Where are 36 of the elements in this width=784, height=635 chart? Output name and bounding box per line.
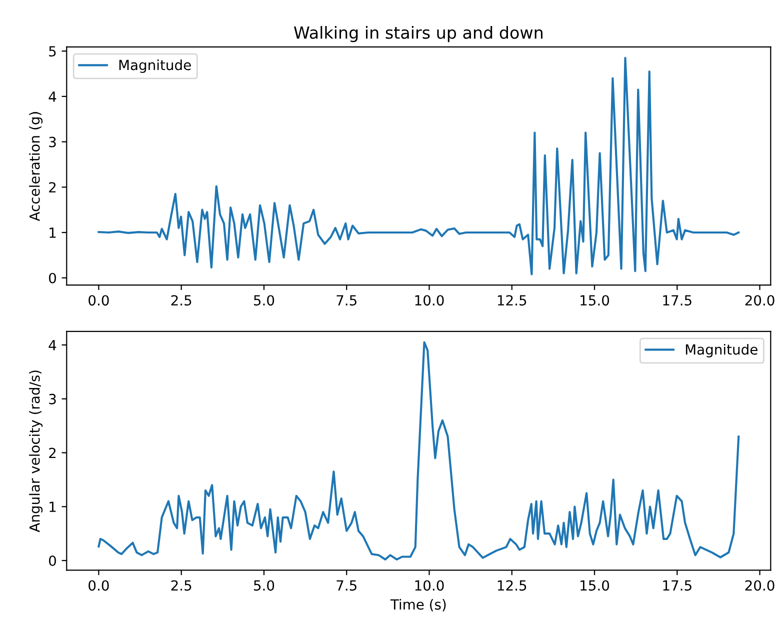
y-tick-label: 4 [48,340,56,350]
x-tick-label: 17.5 [663,295,692,306]
y-axis-title: Angular velocity (rad/s) [29,370,43,532]
y-axis-title: Acceleration (g) [29,112,43,222]
legend-label: Magnitude [119,59,191,73]
y-tick-label: 4 [48,92,56,102]
x-tick-label: 0.0 [88,295,109,306]
y-tick-label: 2 [49,182,56,192]
x-tick-label: 5.0 [254,580,274,591]
legend-label: Magnitude [686,344,758,358]
x-tick-label: 10.0 [415,295,444,306]
y-tick-label: 2 [49,448,56,458]
x-tick-label: 2.5 [171,295,192,306]
x-tick-label: 7.5 [336,580,356,591]
x-tick-label: 10.0 [415,580,444,591]
x-tick-label: 12.5 [498,580,526,591]
x-tick-label: 7.5 [336,295,356,306]
x-axis-title: Time (s) [390,598,446,612]
chart-title: Walking in stairs up and down [294,26,542,42]
x-tick-label: 12.5 [498,295,526,306]
y-tick-label: 0 [48,555,56,566]
x-tick-label: 17.5 [663,580,692,591]
y-tick-label: 5 [49,46,56,57]
x-tick-label: 20.0 [745,580,774,591]
y-tick-label: 3 [49,394,56,404]
y-tick-label: 1 [50,502,56,512]
y-tick-label: 3 [49,136,56,148]
x-tick-label: 5.0 [254,295,274,306]
x-tick-label: 15.0 [580,295,610,306]
x-tick-label: 15.0 [580,580,610,591]
line-series [98,56,740,276]
x-tick-label: 2.5 [171,580,192,591]
x-tick-label: 0.0 [88,580,109,591]
x-tick-label: 20.0 [745,295,774,306]
y-tick-label: 0 [48,272,56,284]
y-tick-label: 1 [50,228,56,238]
